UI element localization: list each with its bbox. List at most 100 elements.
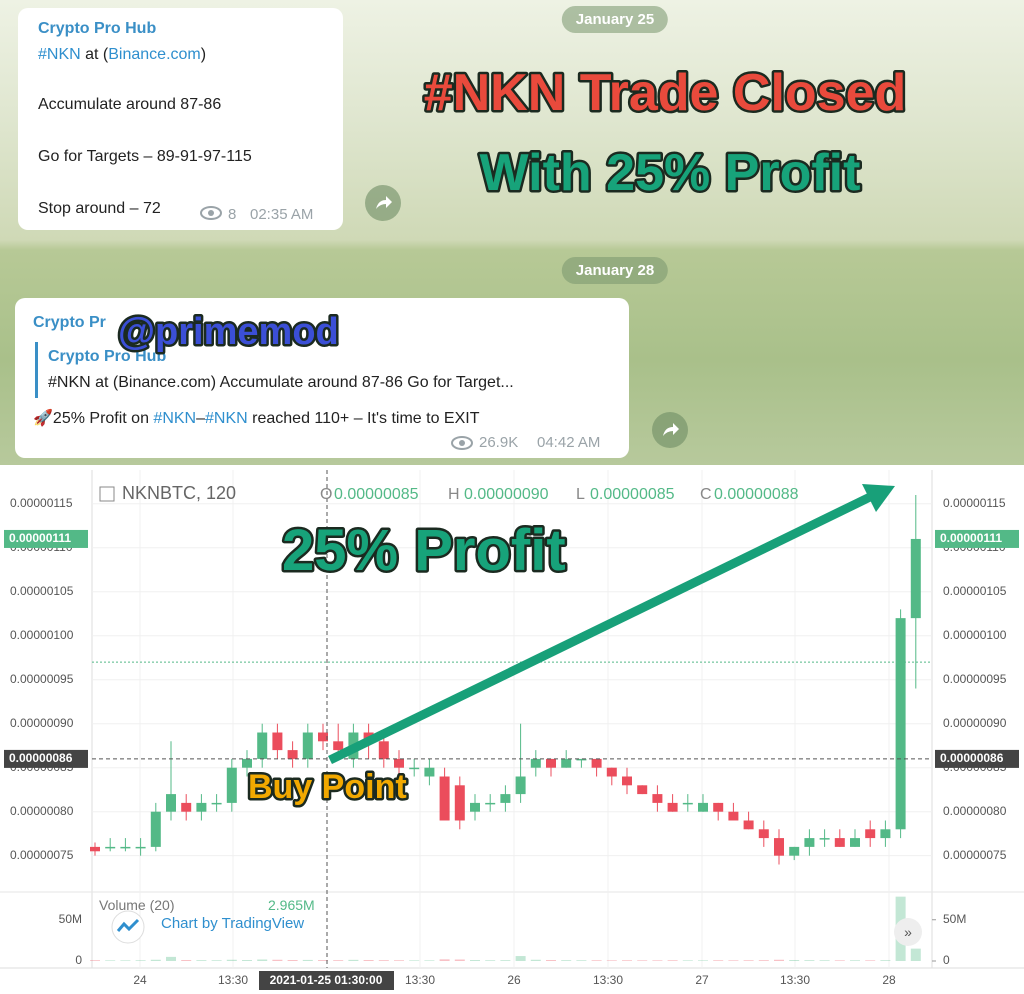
volume-bar [515, 956, 526, 961]
link[interactable]: Binance.com [108, 46, 201, 63]
volume-bar [622, 960, 632, 961]
text: reached 110+ – It's time to EXIT [247, 410, 480, 427]
candle-body [150, 811, 161, 847]
volume-tick-label: 0 [75, 953, 82, 967]
y-tick-label: 0.00000100 [10, 628, 74, 642]
date-pill: January 28 [561, 257, 669, 284]
candle-body [789, 846, 800, 856]
candle-body [439, 776, 450, 821]
volume-bar [728, 960, 739, 961]
volume-bar [302, 959, 313, 961]
candle-body [424, 767, 435, 777]
volume-bar [90, 960, 100, 961]
x-tick-label: 13:30 [405, 973, 435, 987]
message-bubble: Crypto Pr Crypto Pro Hub #NKN at (Binanc… [15, 298, 629, 458]
crosshair-price-box [4, 749, 88, 768]
crosshair-price-box [935, 749, 1019, 768]
channel-name[interactable]: Crypto Pro Hub [38, 20, 157, 37]
volume-bar [591, 960, 602, 961]
hashtag[interactable]: #NKN [153, 410, 197, 427]
y-tick-label: 0.00000090 [10, 716, 74, 730]
volume-bar [667, 960, 678, 961]
credit[interactable]: Chart by TradingView [161, 915, 304, 932]
candle-body [774, 838, 784, 856]
candle-body [211, 802, 222, 805]
volume-bar [789, 960, 800, 961]
x-tick-label: 26 [507, 973, 521, 987]
message-line: Stop around – 72 [38, 200, 161, 217]
volume-bar [774, 959, 784, 961]
candle-body [166, 794, 176, 812]
volume-bar [530, 959, 541, 961]
volume-bar [804, 960, 815, 961]
channel-name[interactable]: Crypto Pr [33, 314, 106, 331]
x-tick-label: 13:30 [593, 973, 623, 987]
candle-body [409, 767, 420, 770]
volume-bar [378, 960, 389, 961]
last-price: 0.00000111 [9, 531, 71, 545]
candle-body [500, 794, 511, 803]
ohlc-label: C [700, 486, 712, 503]
tradingview-logo [116, 918, 140, 932]
volume-bar [713, 960, 724, 961]
candle-body [181, 802, 192, 812]
y-tick-label: 0.00000095 [10, 672, 74, 686]
volume-bar [758, 960, 769, 961]
candle-body [515, 776, 526, 795]
collapse-icon[interactable] [99, 486, 115, 502]
scroll-icon: » [904, 924, 912, 940]
candle-body [530, 758, 541, 768]
candle-body [865, 829, 876, 839]
candle-body [713, 802, 724, 812]
volume-bar [500, 960, 511, 961]
forward-button[interactable] [365, 185, 401, 221]
views-icon [451, 436, 473, 450]
volume-bar [105, 960, 116, 961]
arrow-head [862, 484, 895, 512]
hashtag[interactable]: #NKN [38, 46, 81, 63]
last-price-box [4, 529, 88, 548]
views: 8 [228, 206, 237, 223]
quote-channel[interactable]: Crypto Pro Hub [48, 348, 167, 365]
volume-bar [743, 960, 754, 961]
x-tick-label: 13:30 [218, 973, 248, 987]
volume-bar [318, 960, 328, 961]
volume-bar [242, 960, 252, 961]
y-tick-label: 0.00000115 [10, 496, 73, 510]
volume-bar [257, 959, 268, 961]
candle-body [333, 741, 344, 751]
volume-bar [561, 960, 572, 961]
views: 26.9K [479, 434, 519, 451]
chart-callout: 25% Profit [282, 518, 566, 583]
crosshair-price: 0.00000086 [940, 751, 1004, 765]
candle-body [318, 732, 328, 742]
crosshair-price: 0.00000086 [9, 751, 73, 765]
volume-bar [348, 959, 359, 961]
volume-bar [470, 960, 480, 961]
candle-body [591, 758, 602, 768]
symbol: NKNBTC, 120 [122, 483, 236, 503]
crosshair-time-box [259, 971, 394, 990]
candle-body [622, 776, 632, 786]
hashtag[interactable]: #NKN [205, 410, 248, 427]
candle-body [135, 846, 146, 849]
y-tick-label: 0.00000075 [943, 848, 1007, 862]
candle-body [910, 538, 921, 619]
subline: With 25% Profit [480, 144, 861, 202]
scroll-button[interactable] [894, 918, 922, 946]
date-pill: January 25 [561, 6, 669, 33]
candle-body [546, 758, 556, 768]
candle-body [850, 838, 860, 847]
volume-bar [211, 960, 222, 961]
ohlc-value: 0.00000085 [590, 486, 675, 503]
x-tick-label: 24 [133, 973, 147, 987]
volume-bar [409, 960, 420, 961]
x-tick-label: 27 [695, 973, 709, 987]
volume-bar [698, 960, 708, 961]
candle-body [302, 732, 313, 759]
candle-body [880, 829, 891, 839]
forward-button[interactable] [652, 412, 688, 448]
volume-value: 2.965M [268, 897, 315, 913]
volume-bar [424, 960, 435, 961]
